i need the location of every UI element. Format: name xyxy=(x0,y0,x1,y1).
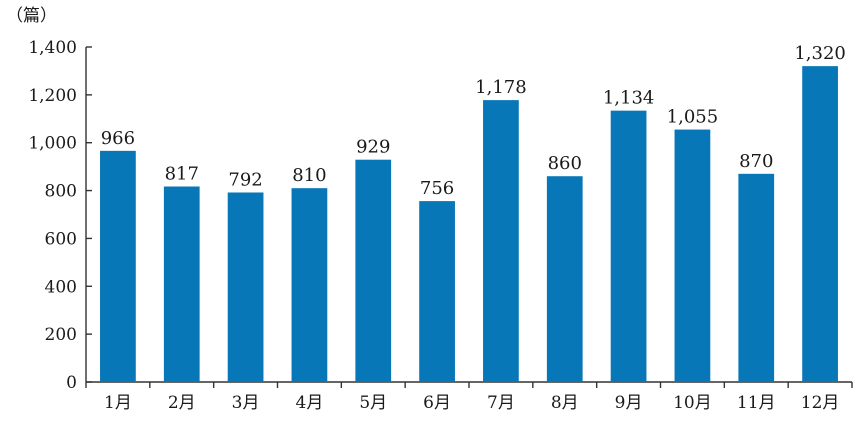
data-label-4: 810 xyxy=(292,165,326,186)
data-label-1: 966 xyxy=(101,128,135,149)
y-tick-label-0: 0 xyxy=(66,373,77,393)
y-unit-label: （篇） xyxy=(6,6,57,26)
category-label-3: 3月 xyxy=(232,393,260,413)
bar-3 xyxy=(227,192,264,382)
category-label-10: 10月 xyxy=(673,393,712,413)
data-label-9: 1,134 xyxy=(603,88,655,109)
bar-10 xyxy=(674,129,711,382)
bar-1 xyxy=(100,150,136,382)
y-tick-label-200: 200 xyxy=(45,325,77,345)
bar-4 xyxy=(291,188,328,382)
y-tick-label-800: 800 xyxy=(45,182,77,202)
bar-7 xyxy=(483,100,519,382)
category-label-8: 8月 xyxy=(551,393,579,413)
data-label-8: 860 xyxy=(548,153,582,174)
y-tick-label-1200: 1,200 xyxy=(28,86,77,106)
category-label-2: 2月 xyxy=(168,393,196,413)
bar-12 xyxy=(802,66,838,383)
data-label-10: 1,055 xyxy=(667,107,719,128)
bar-11 xyxy=(738,173,775,382)
category-label-11: 11月 xyxy=(737,393,776,413)
data-label-2: 817 xyxy=(165,164,199,185)
y-tick-label-1400: 1,400 xyxy=(28,38,77,58)
data-label-11: 870 xyxy=(739,151,773,172)
y-tick-label-600: 600 xyxy=(45,229,77,249)
bars xyxy=(100,66,838,383)
y-tick-label-400: 400 xyxy=(45,277,77,297)
data-labels: 966 817 792 810 929 756 1,178 860 1,134 1,055 870 1… xyxy=(101,43,846,199)
x-ticks xyxy=(85,382,853,388)
bar-6 xyxy=(419,201,455,382)
category-labels: 1月 2月 3月 4月 5月 6月 7月 8月 9月 10月 11月 12月 xyxy=(104,393,839,413)
y-tick-label-1000: 1,000 xyxy=(28,134,77,154)
bar-5 xyxy=(355,159,392,382)
category-label-9: 9月 xyxy=(615,393,643,413)
category-label-4: 4月 xyxy=(296,393,324,413)
category-label-5: 5月 xyxy=(359,393,387,413)
data-label-5: 929 xyxy=(356,137,390,158)
category-label-7: 7月 xyxy=(487,393,515,413)
category-label-1: 1月 xyxy=(104,393,132,413)
data-label-6: 756 xyxy=(420,178,454,199)
data-label-7: 1,178 xyxy=(475,77,527,98)
bar-8 xyxy=(546,176,583,382)
category-label-12: 12月 xyxy=(801,393,840,413)
data-label-3: 792 xyxy=(228,169,262,190)
data-label-12: 1,320 xyxy=(794,43,846,64)
bar-2 xyxy=(163,186,200,382)
y-ticks: 0 200 400 600 800 1,000 1,200 1,400 xyxy=(28,38,92,393)
bar-9 xyxy=(610,110,647,383)
category-label-6: 6月 xyxy=(423,393,451,413)
